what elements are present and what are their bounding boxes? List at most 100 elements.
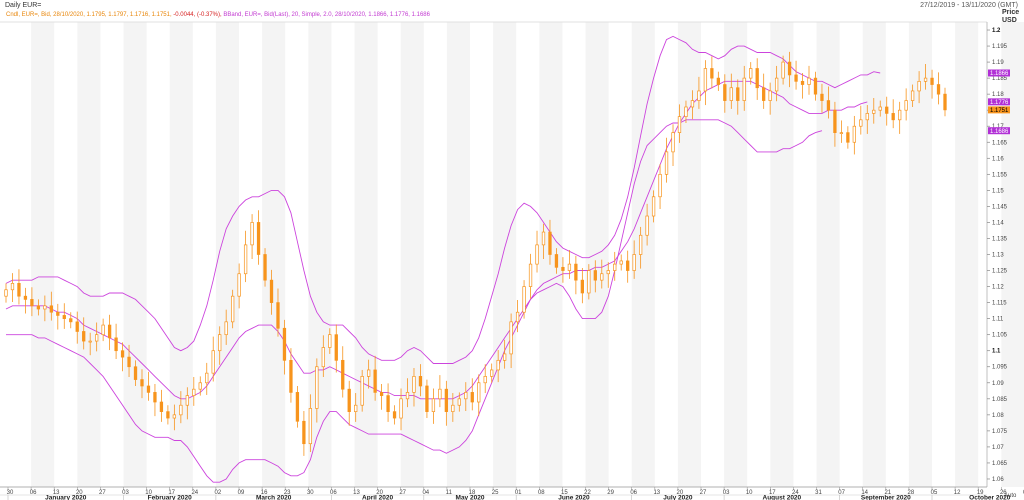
price-tick-label: 1.085 [992,397,1008,403]
week-stripe [31,22,55,487]
candle-body [613,263,617,271]
time-tick-label: 06 [630,490,637,496]
time-tick-label: 16 [261,490,268,496]
price-tick-label: 1.11 [992,317,1004,323]
middle-band-badge: 1.1776 [988,98,1010,106]
candle-body [133,366,138,380]
candle [736,79,740,115]
time-tick-label: 03 [122,490,129,496]
candle-body [807,77,811,85]
week-stripes [31,22,1024,487]
candle [574,255,578,295]
candle [146,371,151,401]
candle [613,251,617,281]
candle-body [43,305,47,310]
candle-body [386,395,390,412]
candle-body [600,273,604,281]
currency-axis-title: USD [1002,17,1017,24]
candle-body [179,404,183,416]
price-tick-label: 1.125 [992,269,1008,275]
week-stripe [585,22,609,487]
candle-body [107,324,112,339]
candle-body [82,331,86,342]
month-label: May 2020 [456,495,485,500]
candle [159,389,164,422]
candle [943,87,947,117]
candle-body [412,376,416,393]
candle-body [315,366,319,409]
candle [334,324,338,373]
time-tick-label: 12 [954,490,961,496]
candle [515,300,520,333]
candle [237,263,241,309]
candle [295,385,300,428]
candle-body [762,87,766,101]
week-stripe [955,22,979,487]
candle [444,380,449,426]
month-label: August 2020 [763,495,802,500]
time-tick-label: 20 [677,490,684,496]
badge-value: 1.1776 [990,100,1009,106]
candle-body [490,369,494,377]
week-stripe [446,22,470,487]
candle [710,56,714,89]
candle [30,287,34,317]
candle-body [425,385,429,412]
time-axis: 30 06 13 20 27 03 10 17 24 02 09 16 23 30 06 13 20 27 04 11… [0,486,1024,500]
time-tick-label: 21 [884,490,891,496]
candle-body [153,392,157,403]
price-tick-label: 1.18 [992,92,1004,98]
candle-body [697,90,701,101]
candle-body [574,263,578,281]
candle-body [787,61,792,76]
candle-body [4,289,8,297]
candle-body [852,125,856,143]
time-tick-label: 13 [53,490,60,496]
candle-body [749,68,753,79]
candle-body [496,359,500,371]
candle-body [198,382,202,390]
candle-body [295,392,300,422]
month-label: March 2020 [256,495,292,500]
badge-background [988,127,1010,135]
candle-body [943,93,947,111]
candle [794,60,798,90]
candle [263,248,267,287]
candle [833,101,837,147]
candle-body [192,388,196,396]
candle [373,355,377,401]
candle [62,303,66,329]
auto-scale-toggle[interactable]: Auto [1004,493,1017,499]
week-stripe [816,22,840,487]
candle [561,257,565,283]
candle-body [23,295,28,300]
candle-body [885,106,889,114]
candle-body [120,350,125,358]
candle-body [768,90,772,101]
week-stripe [1001,22,1024,487]
price-tick-label: 1.155 [992,172,1008,178]
candle-body [580,279,585,294]
candle [4,283,8,303]
badge-background [988,69,1010,77]
candle [457,392,461,412]
candle-body [658,173,662,198]
candle [120,342,125,372]
candle-body [62,315,66,319]
candle-body [334,334,338,361]
candle-body [833,109,837,133]
candle [477,374,481,417]
candle-body [755,68,759,89]
candle-body [69,318,73,323]
candle [114,323,118,360]
candle [341,346,345,398]
price-axis: 1.21.1951.191.1851.181.1751.171.1651.161… [987,28,1008,483]
price-tick-label: 1.165 [992,140,1008,146]
candle [645,203,649,246]
candle-body [820,93,824,101]
candle [205,362,209,395]
week-stripe [724,22,748,487]
month-label: January 2020 [45,495,87,500]
candle [49,291,53,321]
